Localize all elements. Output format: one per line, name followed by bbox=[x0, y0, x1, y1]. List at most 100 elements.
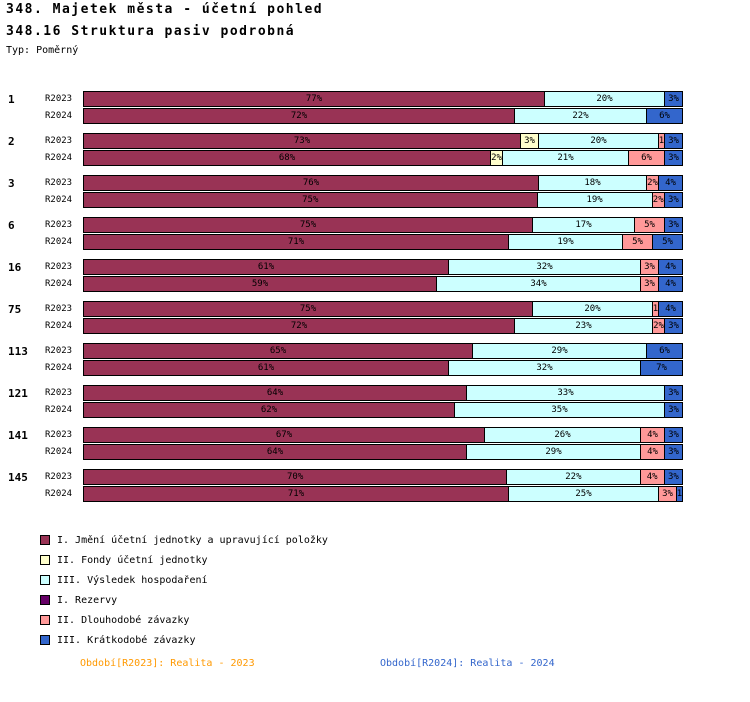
legend-item-jmeni: I. Jmění účetní jednotky a upravující po… bbox=[40, 530, 328, 550]
group-id: 141 bbox=[8, 429, 28, 442]
stacked-bar-chart: 1 R2023 77% 20% 3% R2024 72% 22% 6% 2 R2023 73% 3% 20… bbox=[8, 91, 743, 511]
legend-item-kratkodobe: III. Krátkodobé závazky bbox=[40, 630, 328, 650]
chart-row: R2023 76% 18% 2% 4% bbox=[45, 175, 743, 191]
chart-row: R2024 62% 35% 3% bbox=[45, 402, 743, 418]
stacked-bar: 64% 33% 3% bbox=[83, 385, 683, 401]
chart-row: R2023 67% 26% 4% 3% bbox=[45, 427, 743, 443]
bar-segment-dlouhodobe: 2% bbox=[652, 192, 665, 208]
stacked-bar: 75% 17% 5% 3% bbox=[83, 217, 683, 233]
chart-row: R2024 59% 34% 3% 4% bbox=[45, 276, 743, 292]
bar-segment-fondy: 2% bbox=[491, 150, 503, 166]
bar-segment-vysledek: 32% bbox=[449, 360, 641, 376]
row-period-label: R2024 bbox=[45, 195, 73, 205]
stacked-bar: 75% 20% 1 4% bbox=[83, 301, 683, 317]
bar-segment-vysledek: 20% bbox=[533, 301, 653, 317]
bar-segment-jmeni: 59% bbox=[83, 276, 437, 292]
bar-segment-jmeni: 62% bbox=[83, 402, 455, 418]
row-period-label: R2023 bbox=[45, 346, 73, 356]
bar-segment-vysledek: 29% bbox=[467, 444, 641, 460]
chart-row: R2024 68% 2% 21% 6% 3% bbox=[45, 150, 743, 166]
bar-segment-vysledek: 23% bbox=[515, 318, 653, 334]
report-title: 348. Majetek města - účetní pohled bbox=[6, 2, 324, 17]
chart-group-75: 75 R2023 75% 20% 1 4% R2024 72% 23% 2% 3% bbox=[8, 301, 743, 335]
bar-segment-kratkodobe: 4% bbox=[659, 301, 683, 317]
stacked-bar: 71% 19% 5% 5% bbox=[83, 234, 683, 250]
row-period-label: R2024 bbox=[45, 237, 73, 247]
row-period-label: R2024 bbox=[45, 321, 73, 331]
chart-row: R2024 72% 22% 6% bbox=[45, 108, 743, 124]
chart-group-113: 113 R2023 65% 29% 6% R2024 61% 32% 7% bbox=[8, 343, 743, 377]
bar-segment-jmeni: 72% bbox=[83, 108, 515, 124]
chart-row: R2023 75% 17% 5% 3% bbox=[45, 217, 743, 233]
legend-label: I. Rezervy bbox=[57, 594, 118, 606]
footer-period-2023: Období[R2023]: Realita - 2023 bbox=[80, 658, 255, 669]
group-id: 16 bbox=[8, 261, 22, 274]
chart-group-6: 6 R2023 75% 17% 5% 3% R2024 71% 19% 5% 5% bbox=[8, 217, 743, 251]
footer-period-2024: Období[R2024]: Realita - 2024 bbox=[380, 658, 555, 669]
chart-row: R2024 72% 23% 2% 3% bbox=[45, 318, 743, 334]
row-period-label: R2024 bbox=[45, 447, 73, 457]
row-period-label: R2023 bbox=[45, 220, 73, 230]
bar-segment-vysledek: 19% bbox=[537, 192, 653, 208]
group-id: 6 bbox=[8, 219, 15, 232]
bar-segment-kratkodobe: 7% bbox=[641, 360, 683, 376]
bar-segment-jmeni: 65% bbox=[83, 343, 473, 359]
row-period-label: R2024 bbox=[45, 111, 73, 121]
bar-segment-kratkodobe: 3% bbox=[665, 385, 683, 401]
bar-segment-vysledek: 26% bbox=[485, 427, 641, 443]
bar-segment-jmeni: 76% bbox=[83, 175, 539, 191]
bar-segment-kratkodobe: 4% bbox=[659, 175, 683, 191]
legend-swatch-rezervy bbox=[40, 595, 50, 605]
stacked-bar: 68% 2% 21% 6% 3% bbox=[83, 150, 683, 166]
bar-segment-jmeni: 75% bbox=[83, 301, 533, 317]
legend-swatch-jmeni bbox=[40, 535, 50, 545]
bar-segment-fondy: 3% bbox=[521, 133, 539, 149]
bar-segment-dlouhodobe: 6% bbox=[629, 150, 665, 166]
row-period-label: R2023 bbox=[45, 388, 73, 398]
bar-segment-kratkodobe: 4% bbox=[659, 259, 683, 275]
chart-row: R2023 65% 29% 6% bbox=[45, 343, 743, 359]
legend-item-rezervy: I. Rezervy bbox=[40, 590, 328, 610]
stacked-bar: 62% 35% 3% bbox=[83, 402, 683, 418]
bar-segment-kratkodobe: 3% bbox=[664, 192, 683, 208]
row-period-label: R2023 bbox=[45, 262, 73, 272]
bar-segment-vysledek: 33% bbox=[467, 385, 665, 401]
bar-segment-dlouhodobe: 4% bbox=[641, 427, 665, 443]
chart-row: R2024 71% 25% 3% 1 bbox=[45, 486, 743, 502]
bar-segment-dlouhodobe: 2% bbox=[647, 175, 659, 191]
chart-row: R2023 61% 32% 3% 4% bbox=[45, 259, 743, 275]
bar-segment-vysledek: 34% bbox=[437, 276, 641, 292]
legend-swatch-kratkodobe bbox=[40, 635, 50, 645]
chart-group-121: 121 R2023 64% 33% 3% R2024 62% 35% 3% bbox=[8, 385, 743, 419]
bar-segment-kratkodobe: 6% bbox=[647, 343, 683, 359]
bar-segment-jmeni: 64% bbox=[83, 444, 467, 460]
bar-segment-jmeni: 73% bbox=[83, 133, 521, 149]
legend-label: I. Jmění účetní jednotky a upravující po… bbox=[57, 534, 328, 546]
bar-segment-vysledek: 22% bbox=[507, 469, 641, 485]
group-id: 3 bbox=[8, 177, 15, 190]
stacked-bar: 77% 20% 3% bbox=[83, 91, 683, 107]
legend-item-fondy: II. Fondy účetní jednotky bbox=[40, 550, 328, 570]
group-id: 75 bbox=[8, 303, 22, 316]
stacked-bar: 72% 22% 6% bbox=[83, 108, 683, 124]
chart-group-16: 16 R2023 61% 32% 3% 4% R2024 59% 34% 3% 4% bbox=[8, 259, 743, 293]
bar-segment-vysledek: 20% bbox=[539, 133, 659, 149]
bar-segment-kratkodobe: 3% bbox=[665, 318, 683, 334]
bar-segment-kratkodobe: 4% bbox=[659, 276, 683, 292]
chart-row: R2023 70% 22% 4% 3% bbox=[45, 469, 743, 485]
bar-segment-kratkodobe: 3% bbox=[665, 444, 683, 460]
group-id: 121 bbox=[8, 387, 28, 400]
bar-segment-vysledek: 20% bbox=[545, 91, 665, 107]
bar-segment-jmeni: 61% bbox=[83, 360, 449, 376]
chart-row: R2024 64% 29% 4% 3% bbox=[45, 444, 743, 460]
legend-label: III. Krátkodobé závazky bbox=[57, 634, 196, 646]
bar-segment-dlouhodobe: 3% bbox=[641, 276, 659, 292]
row-period-label: R2024 bbox=[45, 489, 73, 499]
row-period-label: R2024 bbox=[45, 363, 73, 373]
legend-swatch-vysledek bbox=[40, 575, 50, 585]
stacked-bar: 73% 3% 20% 1 3% bbox=[83, 133, 683, 149]
bar-segment-kratkodobe: 1 bbox=[677, 486, 683, 502]
bar-segment-dlouhodobe: 5% bbox=[635, 217, 665, 233]
bar-segment-kratkodobe: 3% bbox=[665, 217, 683, 233]
